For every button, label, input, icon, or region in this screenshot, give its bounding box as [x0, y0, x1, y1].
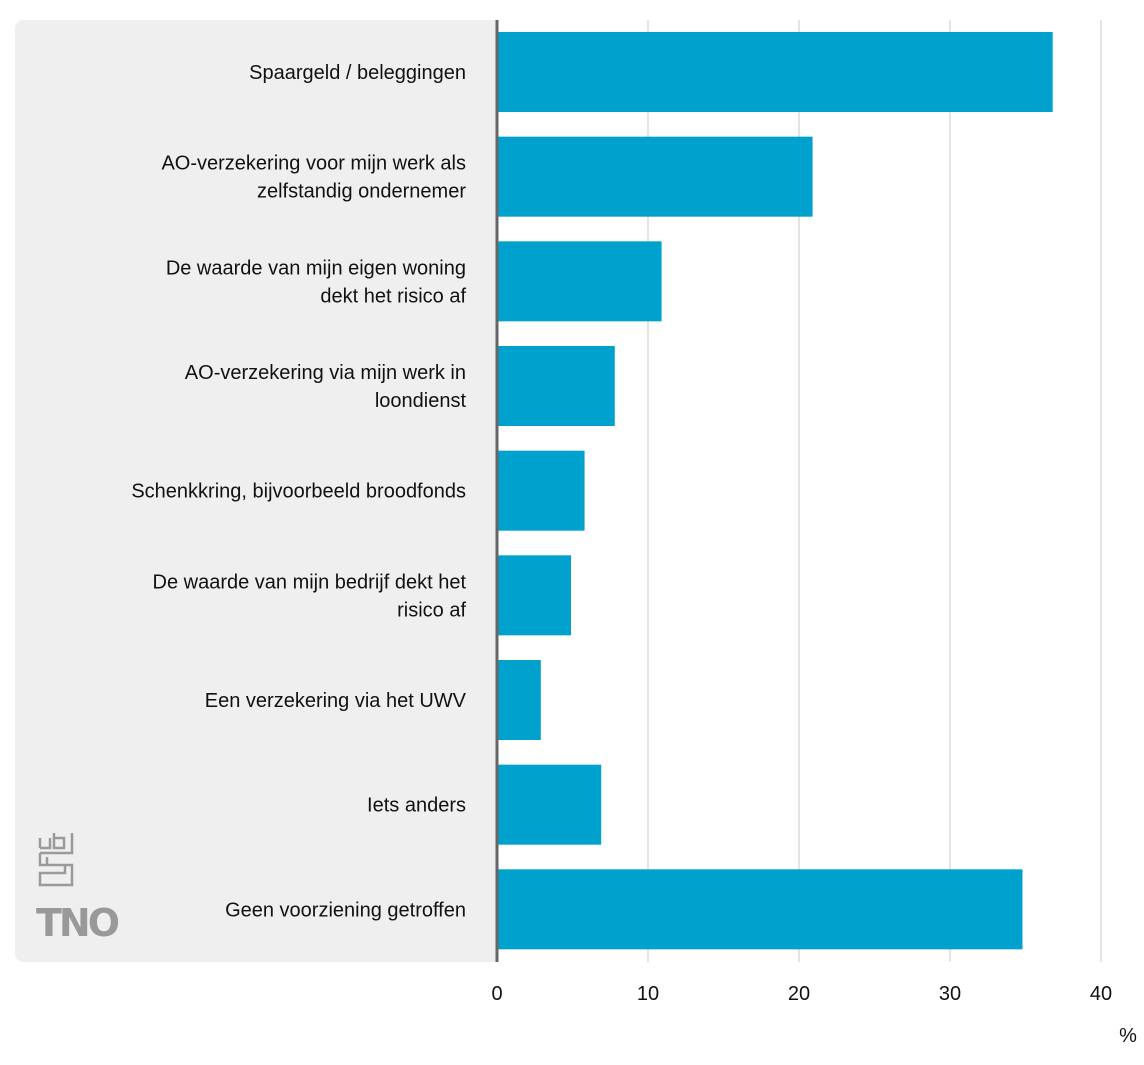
category-label: De waarde van mijn bedrijf dekt het risic… [153, 571, 467, 621]
category-label-line: De waarde van mijn bedrijf dekt het [153, 571, 467, 593]
category-label-line: Geen voorziening getroffen [225, 899, 466, 921]
bar [497, 450, 585, 531]
category-label-line: Schenkkring, bijvoorbeeld broodfonds [131, 481, 466, 503]
category-label: Iets anders [367, 795, 466, 817]
bar [497, 660, 541, 740]
x-tick-label: 30 [939, 983, 961, 1005]
bar [497, 869, 1023, 950]
category-label: Schenkkring, bijvoorbeeld broodfonds [131, 481, 466, 503]
category-label-line: zelfstandig ondernemer [257, 181, 466, 203]
x-tick-label: 10 [637, 983, 659, 1005]
category-label: Spaargeld / beleggingen [249, 62, 466, 84]
cbs-logo [38, 833, 74, 887]
x-tick-label: 20 [788, 983, 810, 1005]
category-label: Een verzekering via het UWV [205, 690, 467, 712]
category-label-line: risico af [397, 599, 466, 621]
bar [497, 32, 1053, 112]
x-tick-label: 0 [491, 983, 502, 1005]
category-label-line: De waarde van mijn eigen woning [166, 257, 466, 279]
category-label: AO-verzekering voor mijn werk als zelfsta… [161, 153, 466, 203]
category-label: AO-verzekering via mijn werk in loondiens… [185, 362, 467, 412]
category-label-line: AO-verzekering via mijn werk in [185, 362, 466, 384]
category-label: Geen voorziening getroffen [225, 899, 466, 921]
bar [497, 241, 662, 322]
bar [497, 136, 813, 217]
category-label: De waarde van mijn eigen woning dekt het … [166, 257, 467, 307]
bar [497, 555, 571, 636]
bar [497, 346, 615, 426]
category-label-line: AO-verzekering voor mijn werk als [161, 153, 466, 175]
category-label-line: Spaargeld / beleggingen [249, 62, 466, 84]
category-label-panel [15, 20, 497, 962]
category-label-line: Iets anders [367, 795, 466, 817]
x-axis-unit-label: % [1119, 1025, 1137, 1047]
tno-logo: TNO [36, 901, 119, 945]
category-label-line: dekt het risico af [320, 285, 466, 307]
bar [497, 764, 602, 845]
category-label-line: Een verzekering via het UWV [205, 690, 467, 712]
x-tick-label: 40 [1090, 983, 1112, 1005]
category-label-line: loondienst [375, 390, 467, 412]
